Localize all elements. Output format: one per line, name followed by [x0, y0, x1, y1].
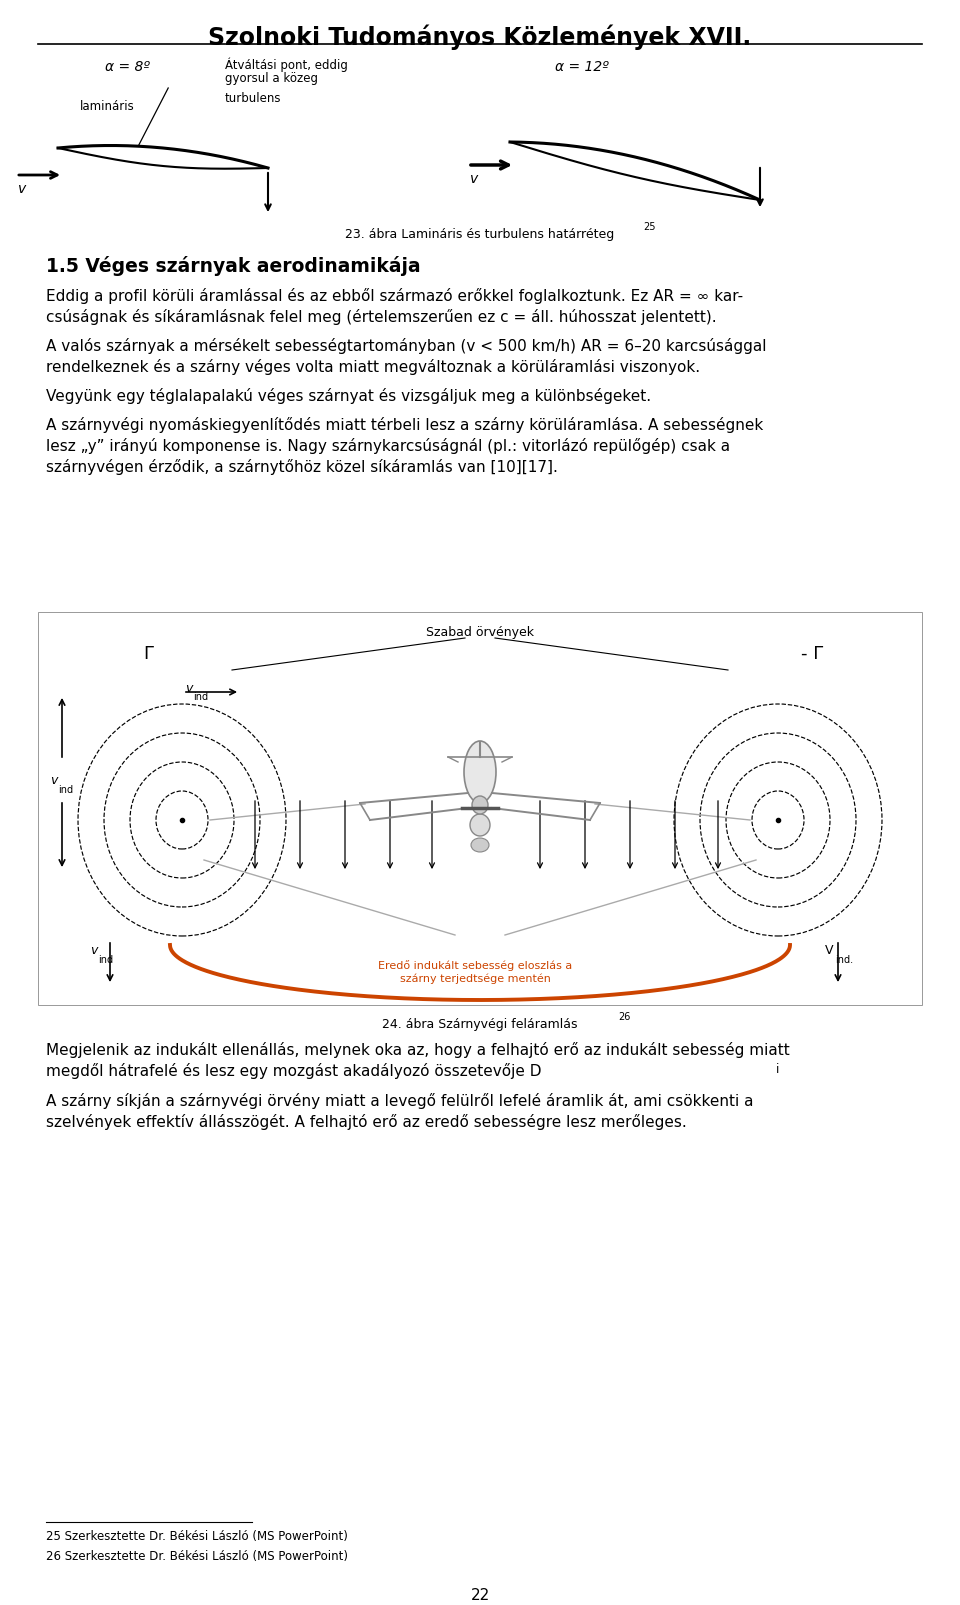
Text: lesz „y” irányú komponense is. Nagy szárnykarcsúságnál (pl.: vitorlázó repülőgép: lesz „y” irányú komponense is. Nagy szár… — [46, 438, 731, 454]
Text: A valós szárnyak a mérsékelt sebességtartományban (v < 500 km/h) AR = 6–20 karcs: A valós szárnyak a mérsékelt sebességtar… — [46, 339, 766, 355]
Text: csúságnak és síkáramlásnak felel meg (értelemszerűen ez c = áll. húhosszat jelen: csúságnak és síkáramlásnak felel meg (ér… — [46, 310, 716, 324]
Text: v: v — [50, 774, 58, 786]
Ellipse shape — [464, 742, 496, 802]
Text: lamináris: lamináris — [80, 100, 134, 112]
Ellipse shape — [472, 796, 488, 814]
Text: Átváltási pont, eddig: Átváltási pont, eddig — [225, 58, 348, 72]
Text: v: v — [18, 181, 26, 196]
Text: Eddig a profil körüli áramlással és az ebből származó erőkkel foglalkoztunk. Ez : Eddig a profil körüli áramlással és az e… — [46, 287, 743, 303]
Text: ind.: ind. — [835, 955, 853, 965]
Text: ind: ind — [58, 785, 73, 794]
Text: 26: 26 — [618, 1013, 631, 1022]
Text: v: v — [185, 682, 192, 695]
Ellipse shape — [471, 838, 489, 852]
Text: 25 Szerkesztette Dr. Békési László (MS PowerPoint): 25 Szerkesztette Dr. Békési László (MS P… — [46, 1530, 348, 1542]
Text: Megjelenik az indukált ellenállás, melynek oka az, hogy a felhajtó erő az induká: Megjelenik az indukált ellenállás, melyn… — [46, 1042, 790, 1058]
Text: V: V — [825, 944, 833, 957]
Text: Szolnoki Tudományos Közlemények XVII.: Szolnoki Tudományos Közlemények XVII. — [208, 26, 752, 50]
Text: turbulens: turbulens — [225, 91, 281, 104]
Text: 25: 25 — [643, 221, 656, 233]
Text: rendelkeznek és a szárny véges volta miatt megváltoznak a körüláramlási viszonyo: rendelkeznek és a szárny véges volta mia… — [46, 360, 700, 376]
Text: szárnyvégen érződik, a szárnytőhöz közel síkáramlás van [10][17].: szárnyvégen érződik, a szárnytőhöz közel… — [46, 459, 558, 475]
Ellipse shape — [470, 814, 490, 836]
Text: v: v — [90, 944, 97, 957]
Text: ind: ind — [98, 955, 113, 965]
Text: - Γ: - Γ — [801, 645, 823, 663]
Text: 22: 22 — [470, 1587, 490, 1603]
Text: szelvények effektív állásszögét. A felhajtó erő az eredő sebességre lesz merőleg: szelvények effektív állásszögét. A felha… — [46, 1114, 686, 1130]
Text: 26 Szerkesztette Dr. Békési László (MS PowerPoint): 26 Szerkesztette Dr. Békési László (MS P… — [46, 1550, 348, 1563]
Text: Szabad örvények: Szabad örvények — [426, 626, 534, 639]
Text: gyorsul a közeg: gyorsul a közeg — [225, 72, 318, 85]
Text: α = 8º: α = 8º — [105, 59, 150, 74]
Text: v: v — [470, 172, 478, 186]
Text: A szárny síkján a szárnyvégi örvény miatt a levegő felülről lefelé áramlik át, a: A szárny síkján a szárnyvégi örvény miat… — [46, 1093, 754, 1109]
Text: Vegyünk egy téglalapalakú véges szárnyat és vizsgáljuk meg a különbségeket.: Vegyünk egy téglalapalakú véges szárnyat… — [46, 388, 651, 404]
Text: megdől hátrafelé és lesz egy mozgást akadályozó összetevője D: megdől hátrafelé és lesz egy mozgást aka… — [46, 1063, 541, 1079]
Text: i: i — [776, 1063, 780, 1075]
Text: α = 12º: α = 12º — [555, 59, 609, 74]
Text: szárny terjedtsége mentén: szárny terjedtsége mentén — [399, 974, 550, 984]
Text: A szárnyvégi nyomáskiegyenlítődés miatt térbeli lesz a szárny körüláramlása. A s: A szárnyvégi nyomáskiegyenlítődés miatt … — [46, 417, 763, 433]
Text: ind: ind — [193, 692, 208, 701]
Text: 1.5 Véges szárnyak aerodinamikája: 1.5 Véges szárnyak aerodinamikája — [46, 257, 420, 276]
Text: 24. ábra Szárnyvégi feláramlás: 24. ábra Szárnyvégi feláramlás — [382, 1018, 578, 1030]
Text: 23. ábra Lamináris és turbulens határréteg: 23. ábra Lamináris és turbulens határrét… — [346, 228, 614, 241]
Bar — [38, 612, 922, 1005]
Text: Γ: Γ — [143, 645, 153, 663]
Text: Eredő indukált sebesség eloszlás a: Eredő indukált sebesség eloszlás a — [378, 960, 572, 971]
